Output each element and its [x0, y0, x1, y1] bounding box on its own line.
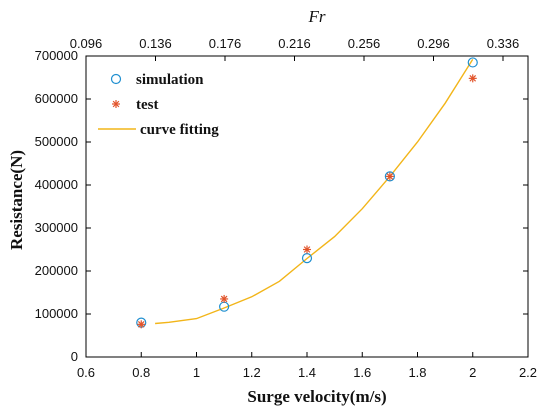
- x-tick-label: 1: [193, 365, 200, 380]
- y-tick-label: 700000: [35, 48, 78, 63]
- x-tick-label: 2: [469, 365, 476, 380]
- x-tick-label: 1.4: [298, 365, 316, 380]
- y-tick-label: 100000: [35, 306, 78, 321]
- series-layer: [136, 57, 478, 329]
- x-axis-title: Surge velocity(m/s): [247, 387, 386, 406]
- y-tick-label: 0: [71, 349, 78, 364]
- y-tick-label: 400000: [35, 177, 78, 192]
- top-tick-label: 0.136: [139, 36, 172, 51]
- top-tick-label: 0.296: [417, 36, 450, 51]
- legend-label-curve-fitting: curve fitting: [140, 122, 219, 138]
- x-tick-label: 1.8: [408, 365, 426, 380]
- test-point: [303, 245, 311, 254]
- simulation-point: [384, 171, 395, 182]
- top-tick-label: 0.336: [487, 36, 520, 51]
- legend-simulation-marker: [110, 73, 122, 85]
- x-tick-label: 0.6: [77, 365, 95, 380]
- top-tick-label: 0.216: [278, 36, 311, 51]
- legend-label-simulation: simulation: [136, 72, 204, 88]
- y-tick-label: 500000: [35, 134, 78, 149]
- y-tick-label: 600000: [35, 91, 78, 106]
- curve-fitting-line: [155, 59, 474, 325]
- test-point: [220, 294, 229, 303]
- legend: simulation test curve fitting: [98, 72, 219, 138]
- legend-label-test: test: [136, 97, 159, 113]
- x-tick-label: 1.2: [243, 365, 261, 380]
- x-tick-label: 1.6: [353, 365, 371, 380]
- y-tick-label: 300000: [35, 220, 78, 235]
- test-point: [137, 320, 146, 329]
- plot-frame: [85, 55, 529, 358]
- top-axis-title: Fr: [308, 7, 326, 26]
- test-point: [385, 172, 394, 181]
- tick-labels: 0.6 0.8 1 1.2 1.4 1.6 1.8 2 2.2 0 100000 200000 3000…: [35, 36, 537, 380]
- top-tick-label: 0.096: [70, 36, 103, 51]
- x-tick-label: 0.8: [132, 365, 150, 380]
- simulation-point: [301, 253, 313, 264]
- top-tick-label: 0.176: [209, 36, 242, 51]
- x-tick-label: 2.2: [519, 365, 537, 380]
- y-axis-title: Resistance(N): [7, 150, 26, 250]
- legend-test-marker: [112, 100, 120, 108]
- test-point: [468, 74, 477, 83]
- top-tick-label: 0.256: [348, 36, 381, 51]
- simulation-point: [467, 57, 478, 68]
- y-tick-label: 200000: [35, 263, 78, 278]
